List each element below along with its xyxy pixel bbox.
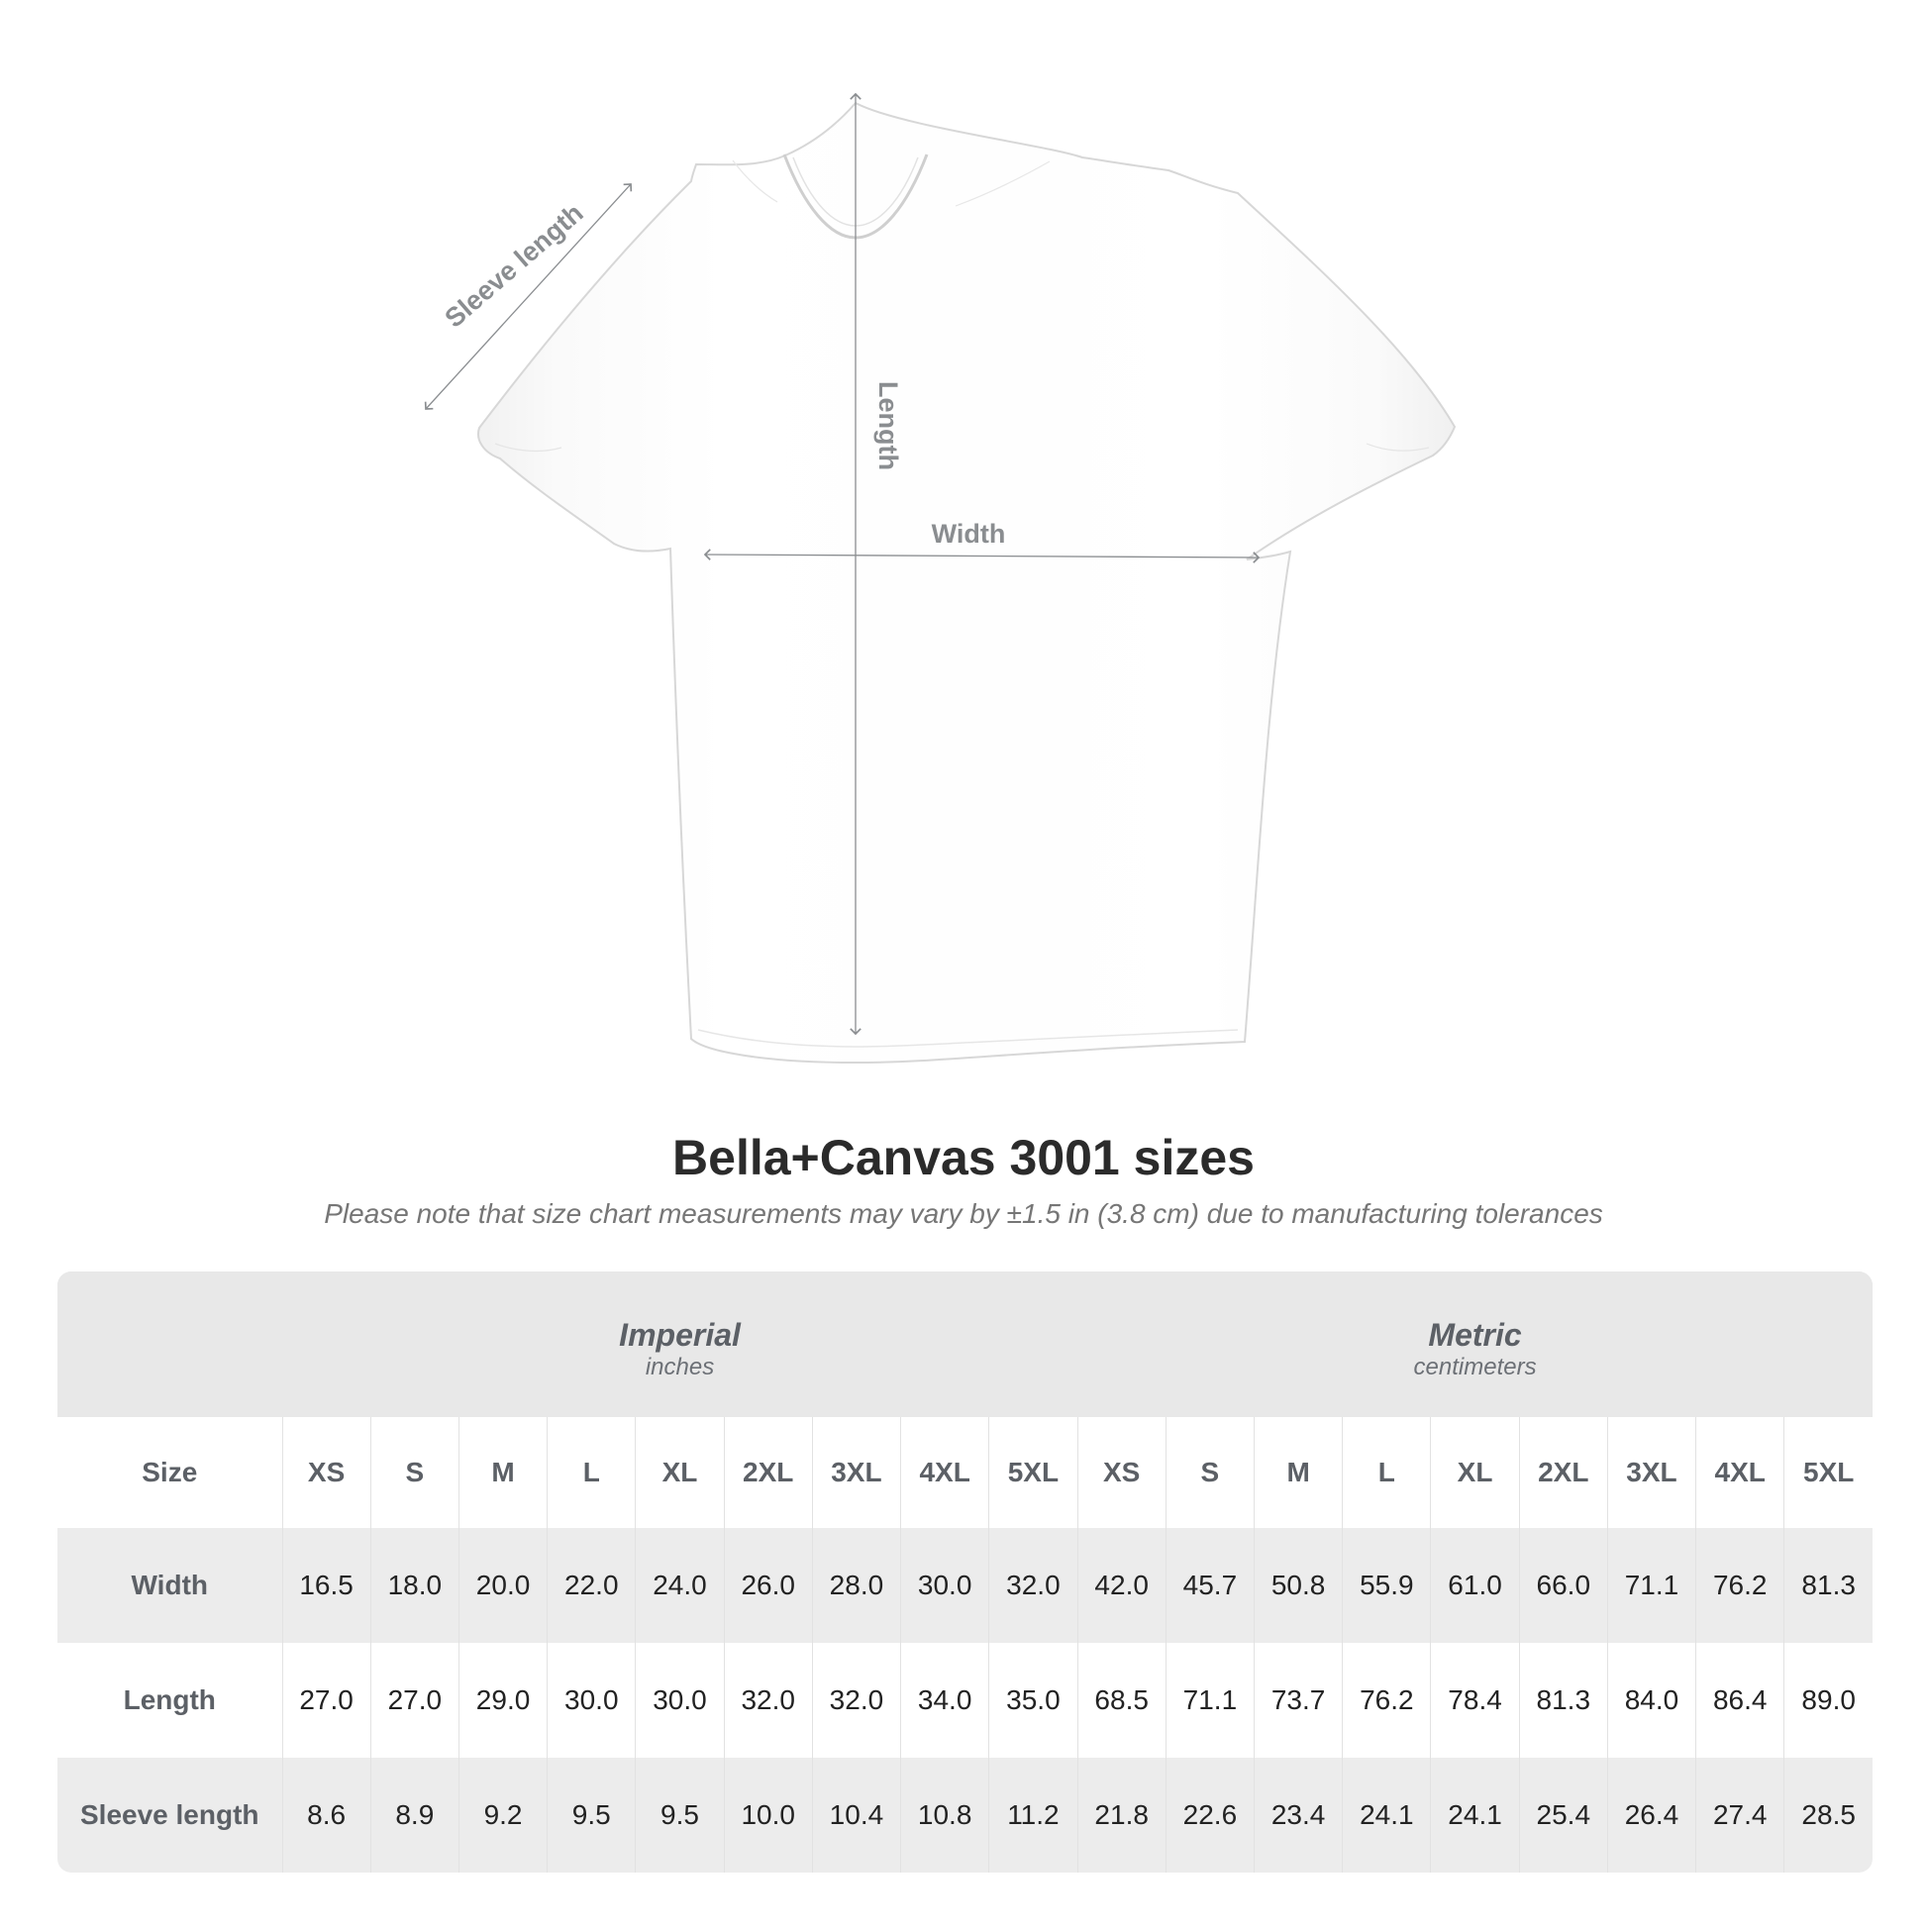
svg-text:Width: Width — [932, 519, 1006, 549]
svg-text:Length: Length — [873, 381, 903, 470]
